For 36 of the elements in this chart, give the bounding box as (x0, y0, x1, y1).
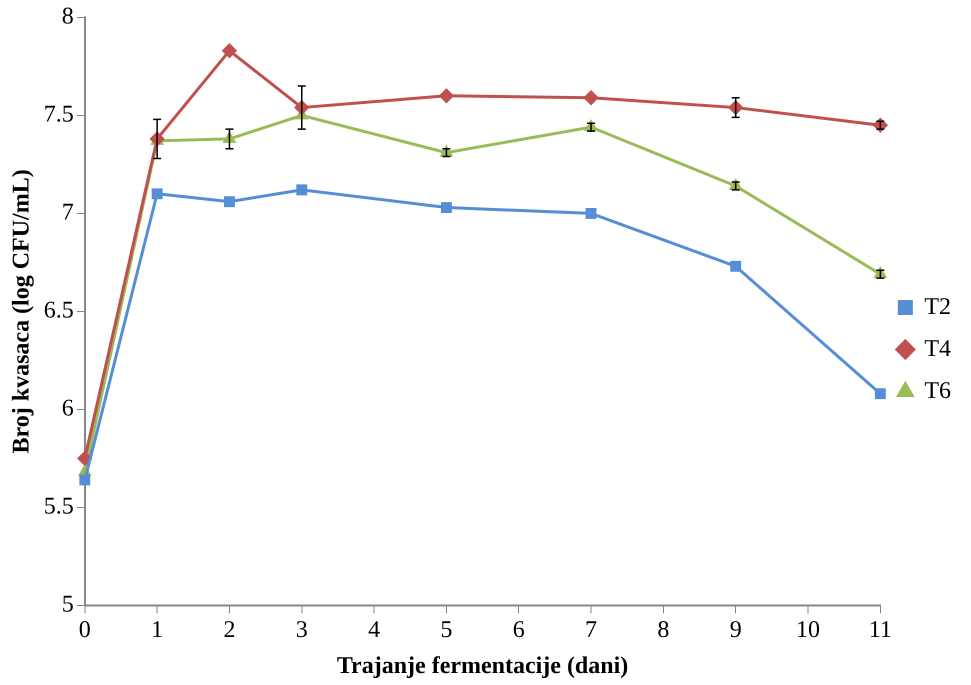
legend-label: T6 (924, 378, 952, 404)
point (440, 202, 452, 213)
point (79, 474, 90, 486)
point (584, 90, 599, 106)
point (224, 196, 235, 208)
x-tick-label: 11 (868, 617, 892, 644)
x-tick-label: 5 (440, 617, 452, 644)
x-tick-label: 6 (512, 617, 525, 644)
x-tick-label: 3 (296, 617, 308, 644)
point (874, 388, 886, 400)
x-tick-label: 2 (223, 617, 236, 644)
point (872, 118, 888, 133)
point (730, 260, 742, 272)
x-tick-label: 4 (368, 617, 380, 644)
x-tick-label: 8 (657, 617, 670, 644)
y-tick-label: 8 (62, 4, 74, 30)
x-axis-title: Trajanje fermentacije (dani) (336, 652, 628, 679)
x-tick-label: 7 (585, 617, 598, 644)
point (296, 184, 308, 196)
x-tick-label: 10 (796, 617, 820, 644)
legend-label: T4 (924, 336, 952, 362)
y-tick-label: 6 (62, 396, 74, 422)
point (438, 88, 454, 104)
point (222, 43, 237, 58)
y-tick-label: 7 (62, 200, 74, 226)
y-tick-label: 6.5 (44, 298, 74, 324)
point (152, 188, 163, 200)
point (586, 208, 597, 219)
x-tick-label: 9 (730, 617, 742, 644)
x-tick-label: 1 (151, 617, 164, 644)
y-tick-label: 5 (62, 592, 74, 618)
y-tick-label: 7.5 (44, 102, 74, 128)
y-axis-title: Broj kvasaca (log CFU/mL) (8, 169, 35, 454)
legend-label: T2 (924, 294, 952, 320)
x-tick-label: 0 (78, 617, 91, 644)
y-tick-label: 5.5 (44, 494, 74, 520)
